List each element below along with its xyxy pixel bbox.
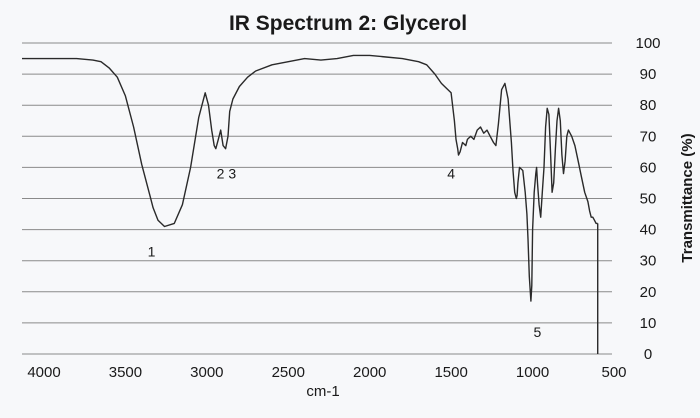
x-tick-label: 1000	[516, 364, 549, 381]
peak-label: 5	[534, 324, 542, 340]
peak-label: 2 3	[217, 166, 237, 182]
x-tick-label: 500	[601, 364, 626, 381]
y-tick-label: 40	[640, 222, 657, 239]
x-tick-label: 4000	[27, 364, 60, 381]
y-tick-label: 20	[640, 284, 657, 301]
spectrum-line	[22, 54, 598, 302]
chart-title: IR Spectrum 2: Glycerol	[229, 12, 467, 35]
x-tick-label: 2500	[272, 364, 305, 381]
y-axis-label: Transmittance (%)	[679, 133, 696, 262]
peak-annotations: 1 2 3 4 5	[148, 166, 542, 341]
y-tick-label: 30	[640, 253, 657, 270]
series-layer	[22, 54, 599, 354]
y-tick-label: 0	[644, 346, 652, 363]
y-tick-label: 80	[640, 97, 657, 114]
x-axis-label: cm-1	[306, 383, 339, 400]
x-tick-labels: 4000 3500 3000 2500 2000 1500 1000 500	[27, 364, 626, 381]
y-tick-label: 10	[640, 315, 657, 332]
x-tick-label: 3500	[109, 364, 142, 381]
x-tick-label: 3000	[190, 364, 223, 381]
y-tick-label: 100	[635, 35, 660, 52]
peak-label: 4	[447, 166, 455, 182]
x-tick-label: 2000	[353, 364, 386, 381]
peak-label: 1	[148, 243, 156, 259]
y-tick-label: 90	[640, 66, 657, 83]
y-tick-label: 70	[640, 128, 657, 145]
y-tick-label: 50	[640, 191, 657, 208]
y-tick-label: 60	[640, 159, 657, 176]
gridlines	[22, 42, 612, 355]
x-tick-label: 1500	[434, 364, 467, 381]
